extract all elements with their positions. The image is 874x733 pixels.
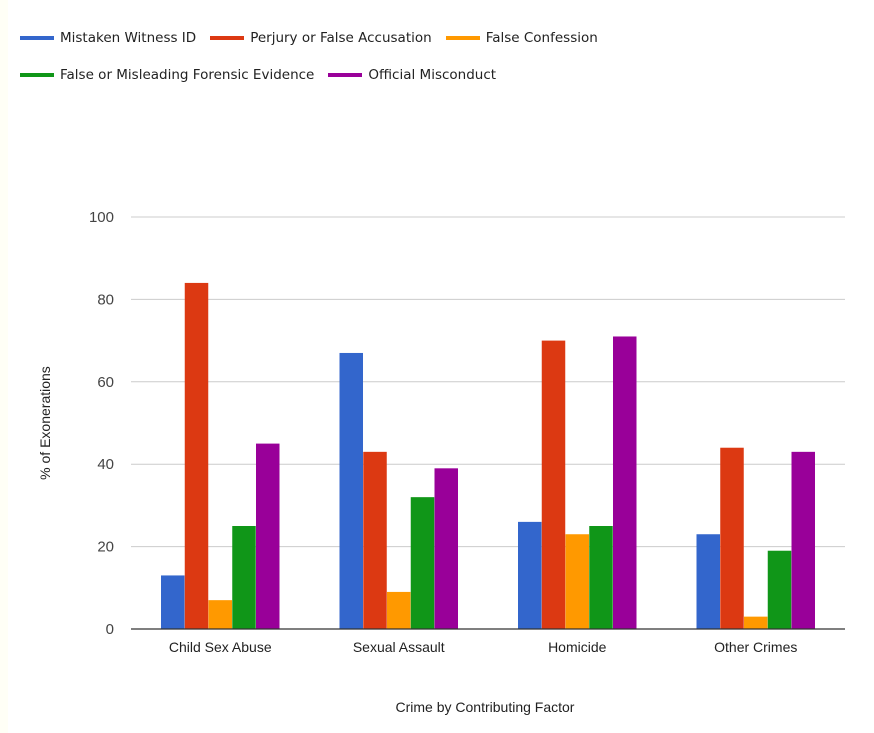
bar-child-sex-abuse-perjury-or-false-accusation[interactable] (184, 282, 209, 629)
bars (161, 282, 816, 629)
y-axis-title: % of Exonerations (37, 366, 53, 480)
bar-homicide-official-misconduct[interactable] (613, 336, 637, 629)
legend-row-1: Mistaken Witness ID Perjury or False Acc… (20, 26, 840, 50)
bar-homicide-false-or-misleading-forensic-evidence[interactable] (589, 526, 613, 629)
legend-swatch-official-misconduct (328, 73, 363, 77)
x-axis-title: Crime by Contributing Factor (396, 699, 575, 715)
bar-child-sex-abuse-official-misconduct[interactable] (256, 443, 280, 629)
bar-other-crimes-perjury-or-false-accusation[interactable] (720, 447, 744, 629)
bar-sexual-assault-false-or-misleading-forensic-evidence[interactable] (410, 497, 435, 629)
y-tick-label-80: 80 (97, 291, 114, 308)
bar-homicide-false-confession[interactable] (565, 534, 590, 629)
x-tick-label-child-sex-abuse: Child Sex Abuse (169, 639, 272, 655)
legend-item-perjury-or-false-accusation[interactable]: Perjury or False Accusation (210, 30, 432, 46)
bar-sexual-assault-false-confession[interactable] (387, 591, 411, 629)
y-tick-label-0: 0 (106, 621, 114, 638)
bar-child-sex-abuse-mistaken-witness-id[interactable] (161, 575, 185, 629)
bar-sexual-assault-official-misconduct[interactable] (434, 468, 459, 629)
bar-homicide-perjury-or-false-accusation[interactable] (541, 340, 566, 629)
legend-label-official-misconduct: Official Misconduct (368, 67, 497, 83)
y-axis-ticks: 0 20 40 60 80 100 (89, 209, 114, 638)
bar-homicide-mistaken-witness-id[interactable] (518, 521, 542, 629)
legend-label-perjury-or-false-accusation: Perjury or False Accusation (250, 30, 432, 46)
bar-sexual-assault-mistaken-witness-id[interactable] (339, 352, 364, 629)
legend-row-2: False or Misleading Forensic Evidence Of… (20, 63, 840, 87)
bar-child-sex-abuse-false-confession[interactable] (208, 600, 233, 629)
legend-label-false-confession: False Confession (485, 30, 598, 46)
legend-swatch-false-confession (445, 36, 480, 40)
legend-swatch-perjury-or-false-accusation (210, 36, 245, 40)
x-tick-label-other-crimes: Other Crimes (714, 639, 797, 655)
bar-child-sex-abuse-false-or-misleading-forensic-evidence[interactable] (232, 526, 256, 629)
legend-swatch-mistaken-witness-id (20, 36, 54, 40)
bar-sexual-assault-perjury-or-false-accusation[interactable] (363, 451, 387, 629)
y-tick-label-100: 100 (89, 209, 114, 226)
chart-legend: Mistaken Witness ID Perjury or False Acc… (20, 26, 840, 100)
bar-other-crimes-false-confession[interactable] (744, 616, 768, 629)
legend-label-mistaken-witness-id: Mistaken Witness ID (60, 30, 197, 46)
bar-other-crimes-official-misconduct[interactable] (791, 451, 816, 629)
y-tick-label-20: 20 (97, 539, 114, 556)
x-axis-ticks: Child Sex Abuse Sexual Assault Homicide Oth… (169, 639, 797, 655)
legend-item-false-confession[interactable]: False Confession (445, 30, 598, 46)
bar-other-crimes-false-or-misleading-forensic-evidence[interactable] (767, 550, 792, 629)
legend-item-official-misconduct[interactable]: Official Misconduct (328, 67, 496, 83)
legend-item-mistaken-witness-id[interactable]: Mistaken Witness ID (20, 30, 196, 46)
y-tick-label-40: 40 (97, 456, 114, 473)
y-tick-label-60: 60 (97, 374, 114, 391)
legend-label-false-or-misleading-forensic-evidence: False or Misleading Forensic Evidence (60, 67, 315, 83)
legend-swatch-false-or-misleading-forensic-evidence (20, 73, 54, 77)
x-tick-label-homicide: Homicide (548, 639, 607, 655)
bar-other-crimes-mistaken-witness-id[interactable] (696, 534, 721, 629)
legend-item-false-or-misleading-forensic-evidence[interactable]: False or Misleading Forensic Evidence (20, 67, 314, 83)
x-tick-label-sexual-assault: Sexual Assault (353, 639, 445, 655)
